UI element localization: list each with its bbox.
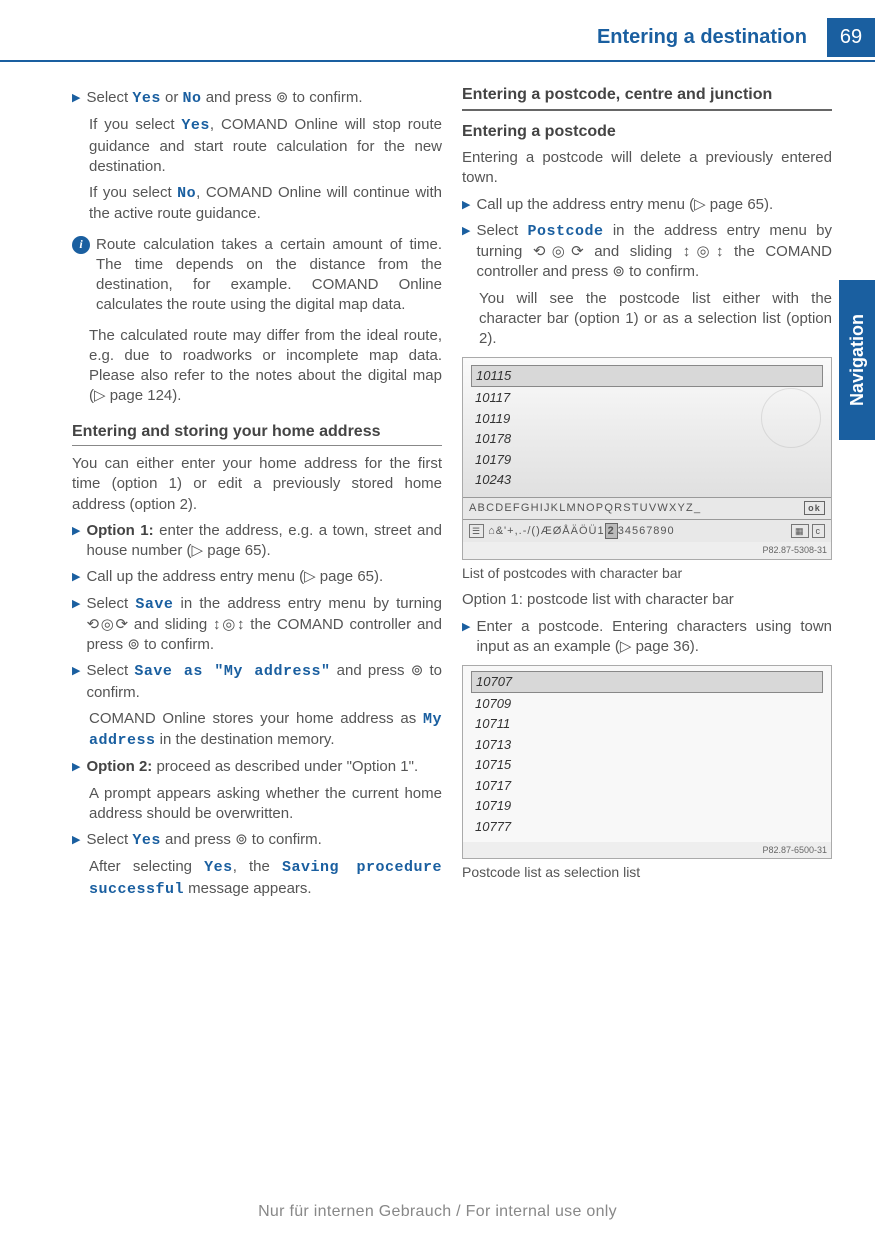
body-text: Entering a postcode will delete a previo… (462, 148, 832, 189)
body-text: Select Yes and press ⊚ to confirm. (86, 830, 442, 851)
bullet-item: ▶ Select Yes or No and press ⊚ to confir… (72, 88, 442, 109)
triangle-icon: ▶ (72, 597, 80, 656)
right-column: Entering a postcode, centre and junc­tio… (462, 82, 832, 906)
content: ▶ Select Yes or No and press ⊚ to confir… (72, 82, 832, 906)
page-number: 69 (827, 18, 875, 57)
bullet-item: ▶ Select Yes and press ⊚ to confirm. (72, 830, 442, 851)
figure-id: P82.87-5308-31 (463, 542, 831, 558)
list-icon: ☰ (469, 524, 484, 538)
body-text: A prompt appears asking whether the cur­… (72, 784, 442, 825)
character-bar: ABCDEFGHIJKLMNOPQRSTUVWXYZ_ok (463, 497, 831, 519)
list-item: 10715 (471, 755, 823, 775)
body-text: If you select Yes, COMAND Online will st… (72, 115, 442, 177)
triangle-icon: ▶ (462, 224, 470, 283)
info-note: i Route calculation takes a certain amou… (72, 235, 442, 316)
body-text: Route calculation takes a certain amount… (96, 235, 442, 316)
ok-icon: ok (804, 501, 825, 515)
body-text: You will see the postcode list either wi… (462, 289, 832, 350)
subheading: Entering a postcode, centre and junc­tio… (462, 84, 832, 111)
ui-yes: Yes (204, 859, 233, 876)
character-bar: ☰ ⌂&'+,.-/()ÆØÅÄÖÜ1234567890 ▦ c (463, 519, 831, 543)
bullet-item: ▶ Enter a postcode. Entering characters … (462, 617, 832, 658)
header-title: Entering a destination (597, 18, 819, 57)
ui-yes: Yes (181, 117, 210, 134)
triangle-icon: ▶ (72, 760, 80, 777)
bullet-item: ▶ Option 1: enter the address, e.g. a to… (72, 521, 442, 562)
ui-save-as: Save as "My address" (134, 663, 330, 680)
body-text: Enter a postcode. Entering characters us… (476, 617, 832, 658)
page-header: Entering a destination 69 (597, 18, 875, 57)
ui-yes: Yes (132, 90, 161, 107)
ui-postcode: Postcode (527, 223, 603, 240)
info-icon: i (72, 236, 90, 254)
ui-yes: Yes (132, 832, 161, 849)
triangle-icon: ▶ (462, 620, 470, 658)
body-text: Option 1: postcode list with character b… (462, 590, 832, 610)
subheading: Entering and storing your home address (72, 421, 442, 447)
figure-postcode-list: 10707 10709 10711 10713 10715 10717 1071… (462, 665, 832, 859)
left-column: ▶ Select Yes or No and press ⊚ to confir… (72, 82, 442, 906)
list-item: 10179 (471, 450, 823, 470)
body-text: Select Postcode in the address entry men… (476, 221, 832, 283)
body-text: If you select No, COMAND Online will con… (72, 183, 442, 225)
list-item: 10719 (471, 796, 823, 816)
figure-postcode-charbar: 10115 10117 10119 10178 10179 10243 ABCD… (462, 357, 832, 559)
bullet-item: ▶ Option 2: proceed as described under "… (72, 757, 442, 777)
triangle-icon: ▶ (462, 198, 470, 215)
body-text: Option 2: proceed as described under "Op… (86, 757, 442, 777)
subheading: Entering a postcode (462, 121, 832, 143)
figure-caption: List of postcodes with character bar (462, 564, 832, 583)
figure-id: P82.87-6500-31 (463, 842, 831, 858)
body-text: Select Yes or No and press ⊚ to confirm. (86, 88, 442, 109)
flag-icon: ▦ (791, 524, 809, 538)
body-text: Select Save as "My address" and press ⊚ … (86, 661, 442, 703)
body-text: The calculated route may differ from the… (72, 326, 442, 407)
bullet-item: ▶ Select Save as "My address" and press … (72, 661, 442, 703)
clear-icon: c (812, 524, 826, 538)
list-item: 10707 (471, 671, 823, 693)
triangle-icon: ▶ (72, 524, 80, 562)
list-item: 10709 (471, 694, 823, 714)
body-text: After selecting Yes, the Saving proce­du… (72, 857, 442, 900)
triangle-icon: ▶ (72, 833, 80, 851)
body-text: COMAND Online stores your home address a… (72, 709, 442, 752)
ui-no: No (183, 90, 202, 107)
list-item: 10717 (471, 776, 823, 796)
triangle-icon: ▶ (72, 570, 80, 587)
list-item: 10711 (471, 714, 823, 734)
ui-no: No (177, 185, 196, 202)
body-text: Call up the address entry menu (▷ page 6… (86, 567, 442, 587)
list-item: 10777 (471, 817, 823, 837)
body-text: Call up the address entry menu (▷ page 6… (476, 195, 832, 215)
triangle-icon: ▶ (72, 91, 80, 109)
list-item: 10115 (471, 365, 823, 387)
figure-caption: Postcode list as selection list (462, 863, 832, 882)
body-text: You can either enter your home address f… (72, 454, 442, 515)
side-tab-label: Navigation (847, 314, 868, 406)
body-text: Option 1: enter the address, e.g. a town… (86, 521, 442, 562)
triangle-icon: ▶ (72, 664, 80, 703)
header-rule (0, 60, 875, 62)
side-tab: Navigation (839, 280, 875, 440)
list-item: 10243 (471, 470, 823, 490)
bullet-item: ▶ Select Postcode in the address entry m… (462, 221, 832, 283)
ui-save: Save (135, 596, 173, 613)
bullet-item: ▶ Call up the address entry menu (▷ page… (462, 195, 832, 215)
body-text: Select Save in the address entry menu by… (86, 594, 442, 656)
footer-watermark: Nur für internen Gebrauch / For internal… (0, 1203, 875, 1221)
bullet-item: ▶ Select Save in the address entry menu … (72, 594, 442, 656)
bullet-item: ▶ Call up the address entry menu (▷ page… (72, 567, 442, 587)
list-item: 10713 (471, 735, 823, 755)
